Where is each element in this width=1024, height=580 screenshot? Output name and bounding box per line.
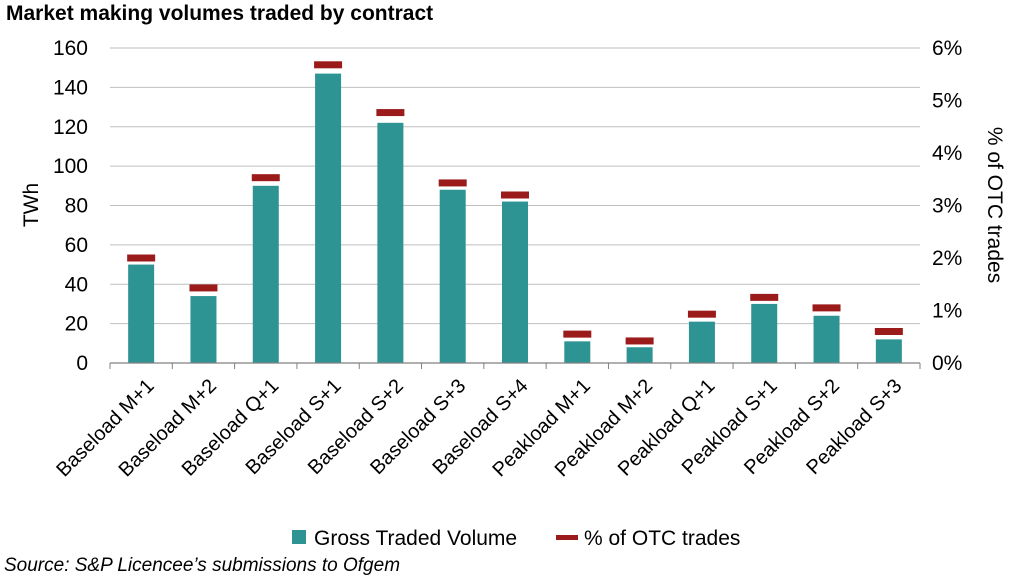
bar-gross-volume <box>626 347 653 363</box>
legend-label-volume: Gross Traded Volume <box>314 527 517 550</box>
bar-series <box>128 73 902 363</box>
marker-otc-share <box>189 284 218 292</box>
marker-otc-share <box>501 191 529 199</box>
y2-tick-label: 1% <box>932 300 962 323</box>
y2-tick-label: 6% <box>932 37 962 60</box>
bar-gross-volume <box>315 73 342 363</box>
y-tick-label: 100 <box>53 155 88 178</box>
marker-otc-share <box>812 304 841 312</box>
marker-otc-share <box>127 254 156 262</box>
left-axis-ticks: 0 20 40 60 80 100 120 140 160 <box>53 37 88 375</box>
source-note: Source: S&P Licencee’s submissions to Of… <box>4 555 401 576</box>
right-axis-ticks: 0% 1% 2% 3% 4% 5% 6% <box>932 37 962 375</box>
y-tick-label: 140 <box>53 76 88 99</box>
otc-marker-series <box>127 61 903 345</box>
bar-gross-volume <box>875 339 902 363</box>
y-tick-label: 40 <box>65 273 88 296</box>
y2-tick-label: 4% <box>932 142 962 165</box>
axes <box>109 362 921 369</box>
bar-gross-volume <box>128 264 155 363</box>
bar-gross-volume <box>252 185 279 363</box>
legend: Gross Traded Volume % of OTC trades <box>292 527 740 550</box>
bar-gross-volume <box>751 303 778 363</box>
y-tick-label: 0 <box>76 352 88 375</box>
bar-gross-volume <box>377 122 404 363</box>
marker-otc-share <box>750 293 779 301</box>
y2-axis-label: % of OTC trades <box>983 127 1006 283</box>
marker-otc-share <box>376 109 405 117</box>
bar-gross-volume <box>439 189 466 363</box>
legend-swatch-otc <box>556 535 578 540</box>
y-axis-label: TWh <box>20 183 43 227</box>
legend-swatch-volume <box>292 530 306 544</box>
bar-gross-volume <box>688 321 715 363</box>
legend-label-otc: % of OTC trades <box>584 527 740 550</box>
y-tick-label: 60 <box>65 234 88 257</box>
marker-otc-share <box>251 174 280 182</box>
marker-otc-share <box>687 310 716 318</box>
bar-gross-volume <box>190 296 217 363</box>
y2-tick-label: 2% <box>932 247 962 270</box>
marker-otc-share <box>314 61 343 69</box>
bar-gross-volume <box>502 201 528 363</box>
bar-gross-volume <box>564 341 591 363</box>
marker-otc-share <box>625 337 654 345</box>
y2-tick-label: 5% <box>932 90 962 113</box>
marker-otc-share <box>874 328 903 335</box>
y2-tick-label: 3% <box>932 195 962 218</box>
marker-otc-share <box>563 330 592 338</box>
bar-gross-volume <box>813 315 840 363</box>
y-tick-label: 20 <box>65 313 88 336</box>
y2-tick-label: 0% <box>932 352 962 375</box>
y-tick-label: 80 <box>65 195 88 218</box>
y-tick-label: 120 <box>53 116 88 139</box>
y-tick-label: 160 <box>53 37 88 60</box>
chart-title: Market making volumes traded by contract <box>6 2 434 25</box>
marker-otc-share <box>438 179 467 187</box>
